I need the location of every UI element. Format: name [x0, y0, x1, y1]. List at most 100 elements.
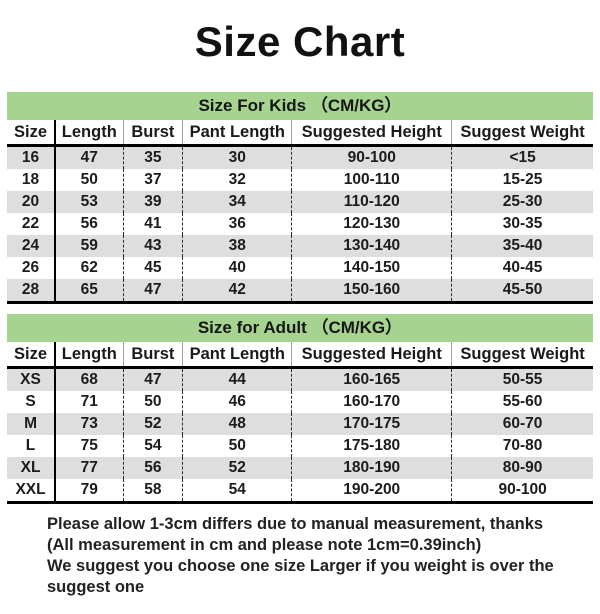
- table-cell: 160-165: [291, 367, 452, 391]
- table-cell: XS: [20, 371, 41, 388]
- table-cell: 56: [54, 213, 124, 235]
- adult-table-body: XS 68 47 44 160-165 50-55 S 71 50 46 160-170 55-60 M…: [7, 367, 593, 503]
- table-cell: 160-170: [291, 391, 452, 413]
- table-cell: 30: [182, 145, 292, 169]
- table-row: 20 53 39 34 110-120 25-30: [7, 191, 593, 213]
- note-line: Please allow 1-3cm differs due to manual…: [47, 515, 544, 533]
- table-cell: 40-45: [451, 257, 593, 279]
- table-cell: 48: [182, 413, 292, 435]
- column-header: Suggested Height: [291, 120, 452, 147]
- adult-table-header-row: Size Length Burst Pant Length Suggested Heig…: [7, 342, 593, 369]
- table-cell: 32: [182, 169, 292, 191]
- table-cell: 71: [54, 391, 124, 413]
- table-cell: 36: [182, 213, 292, 235]
- column-header: Burst: [122, 342, 183, 369]
- table-cell: 175-180: [291, 435, 452, 457]
- table-cell: 58: [122, 479, 183, 503]
- table-row: XS 68 47 44 160-165 50-55: [7, 367, 593, 391]
- table-cell: 37: [122, 169, 183, 191]
- table-cell: 26: [21, 259, 40, 276]
- table-row: 16 47 35 30 90-100 <15: [7, 145, 593, 169]
- table-cell: 46: [182, 391, 292, 413]
- table-cell: 20: [21, 193, 40, 210]
- table-cell: 35: [122, 145, 183, 169]
- table-row: 18 50 37 32 100-110 15-25: [7, 169, 593, 191]
- table-cell: 39: [122, 191, 183, 213]
- table-cell: 62: [54, 257, 124, 279]
- table-cell: XL: [20, 459, 41, 476]
- table-cell: 40: [182, 257, 292, 279]
- table-cell: 38: [182, 235, 292, 257]
- column-header: Suggested Height: [291, 342, 452, 369]
- table-row: 26 62 45 40 140-150 40-45: [7, 257, 593, 279]
- table-cell: 50: [182, 435, 292, 457]
- table-cell: 110-120: [291, 191, 452, 213]
- table-cell: 24: [21, 237, 40, 254]
- column-header: Size: [7, 342, 56, 369]
- table-cell: 41: [122, 213, 183, 235]
- table-cell: 55-60: [451, 391, 593, 413]
- kids-size-section: Size For Kids （CM/KG） Size Length Burst Pan…: [7, 92, 593, 304]
- table-row: S 71 50 46 160-170 55-60: [7, 391, 593, 413]
- table-row: XL 77 56 52 180-190 80-90: [7, 457, 593, 479]
- table-cell: 73: [54, 413, 124, 435]
- adult-size-table: Size Length Burst Pant Length Suggested Heig…: [7, 342, 593, 504]
- header-row: Size Length Burst Pant Length Suggested Heig…: [7, 342, 593, 369]
- table-cell: 47: [122, 279, 183, 303]
- column-header: Burst: [122, 120, 183, 147]
- table-row: XXL 79 58 54 190-200 90-100: [7, 479, 593, 503]
- table-cell: 28: [21, 281, 40, 298]
- page-title: Size Chart: [194, 18, 406, 65]
- kids-table-header-row: Size Length Burst Pant Length Suggested Heig…: [7, 120, 593, 147]
- table-cell: 52: [122, 413, 183, 435]
- column-header: Length: [54, 342, 124, 369]
- column-header: Suggest Weight: [451, 342, 593, 369]
- table-cell: 30-35: [451, 213, 593, 235]
- table-cell: 45: [122, 257, 183, 279]
- table-row: M 73 52 48 170-175 60-70: [7, 413, 593, 435]
- column-header: Size: [7, 120, 56, 147]
- table-cell: 70-80: [451, 435, 593, 457]
- table-cell: 79: [54, 479, 124, 503]
- column-header: Pant Length: [182, 342, 292, 369]
- table-cell: 140-150: [291, 257, 452, 279]
- kids-size-table: Size Length Burst Pant Length Suggested Heig…: [7, 120, 593, 304]
- table-cell: 25-30: [451, 191, 593, 213]
- table-cell: 47: [122, 367, 183, 391]
- table-cell: 80-90: [451, 457, 593, 479]
- table-cell: 44: [182, 367, 292, 391]
- table-cell: 16: [21, 149, 40, 166]
- table-cell: 45-50: [451, 279, 593, 303]
- table-cell: 50: [122, 391, 183, 413]
- table-cell: 90-100: [291, 145, 452, 169]
- table-cell: 50: [54, 169, 124, 191]
- table-cell: 60-70: [451, 413, 593, 435]
- table-cell: 15-25: [451, 169, 593, 191]
- note-line: We suggest you choose one size Larger if…: [47, 557, 554, 596]
- table-cell: 150-160: [291, 279, 452, 303]
- table-cell: 52: [182, 457, 292, 479]
- column-header: Length: [54, 120, 124, 147]
- table-cell: 120-130: [291, 213, 452, 235]
- table-cell: 22: [21, 215, 40, 232]
- table-cell: 50-55: [451, 367, 593, 391]
- table-cell: 59: [54, 235, 124, 257]
- table-cell: L: [25, 437, 36, 454]
- table-cell: 100-110: [291, 169, 452, 191]
- table-cell: 18: [21, 171, 40, 188]
- table-cell: 42: [182, 279, 292, 303]
- table-row: 24 59 43 38 130-140 35-40: [7, 235, 593, 257]
- table-cell: 130-140: [291, 235, 452, 257]
- adult-size-section: Size for Adult （CM/KG） Size Length Burst Pa…: [7, 314, 593, 504]
- table-cell: XXL: [15, 481, 46, 498]
- note-line: (All measurement in cm and please note 1…: [47, 536, 482, 554]
- table-row: L 75 54 50 175-180 70-80: [7, 435, 593, 457]
- table-cell: 68: [54, 367, 124, 391]
- column-header: Pant Length: [182, 120, 292, 147]
- table-cell: S: [25, 393, 36, 410]
- table-cell: 54: [182, 479, 292, 503]
- adult-section-header: Size for Adult （CM/KG）: [7, 314, 593, 342]
- table-cell: 77: [54, 457, 124, 479]
- table-row: 22 56 41 36 120-130 30-35: [7, 213, 593, 235]
- table-cell: 43: [122, 235, 183, 257]
